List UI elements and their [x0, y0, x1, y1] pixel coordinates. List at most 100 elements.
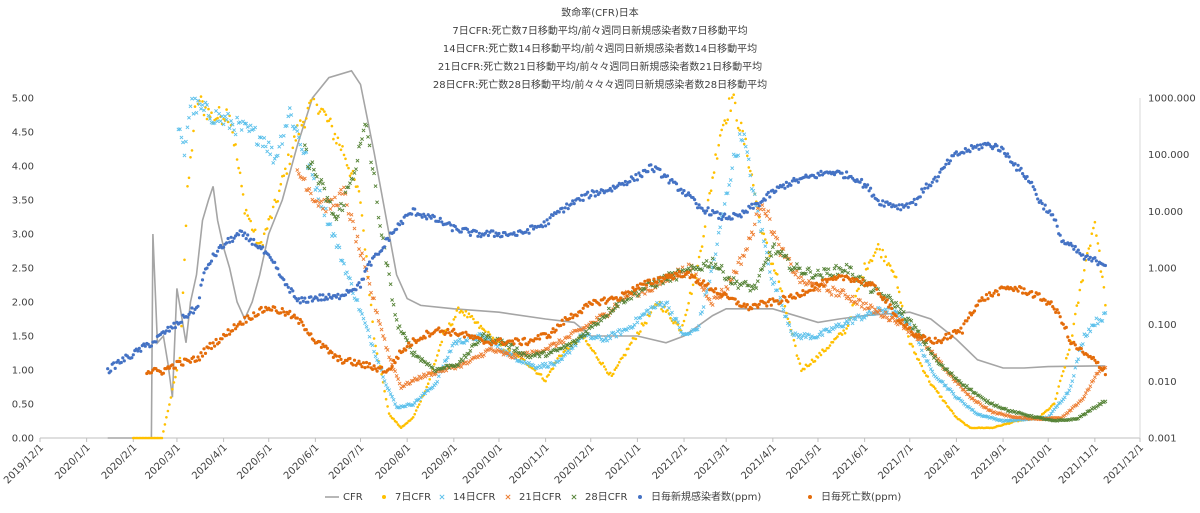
- data-point: [244, 208, 248, 212]
- data-point: [299, 147, 304, 152]
- data-point: [235, 158, 239, 161]
- data-point: [194, 110, 199, 115]
- data-point: [752, 192, 757, 197]
- data-point: [752, 283, 757, 288]
- data-point: [650, 288, 655, 293]
- data-point: [763, 244, 768, 249]
- data-point: [214, 337, 218, 342]
- data-point: [903, 325, 907, 329]
- data-point: [729, 109, 732, 112]
- data-point: [426, 331, 430, 335]
- data-point: [298, 301, 302, 305]
- data-point: [500, 234, 504, 238]
- data-point: [788, 262, 793, 267]
- data-point: [1086, 387, 1091, 392]
- data-point: [858, 274, 863, 279]
- data-point: [878, 248, 881, 251]
- data-point: [1049, 405, 1053, 408]
- data-point: [1025, 175, 1029, 179]
- data-point: [1096, 263, 1100, 267]
- data-point: [727, 97, 731, 100]
- data-point: [372, 349, 376, 354]
- data-point: [1061, 239, 1065, 243]
- data-point: [1019, 286, 1023, 290]
- data-point: [544, 379, 547, 383]
- data-point: [215, 119, 220, 124]
- data-point: [920, 187, 924, 191]
- data-point: [920, 364, 924, 368]
- data-point: [297, 321, 301, 325]
- data-point: [586, 304, 590, 308]
- data-point: [1095, 234, 1098, 237]
- data-point: [1102, 286, 1106, 289]
- data-point: [262, 309, 266, 313]
- data-point: [506, 351, 510, 356]
- data-point: [819, 282, 823, 287]
- data-point: [611, 308, 616, 313]
- data-point: [730, 281, 735, 286]
- data-point: [903, 317, 908, 321]
- data-point: [936, 175, 941, 179]
- data-point: [232, 236, 236, 240]
- data-point: [358, 362, 363, 366]
- data-point: [757, 302, 761, 306]
- data-point: [784, 180, 789, 184]
- data-point: [405, 345, 409, 349]
- y-left-tick-label: 0.50: [12, 400, 34, 411]
- data-point: [824, 349, 827, 353]
- data-point: [355, 283, 360, 287]
- data-point: [593, 194, 597, 198]
- data-point: [797, 333, 802, 337]
- data-point: [419, 213, 423, 217]
- title-line-1: 致命率(CFR)日本: [561, 6, 639, 19]
- data-point: [476, 234, 480, 238]
- data-point: [794, 262, 799, 266]
- data-point: [396, 377, 401, 382]
- data-point: [302, 176, 307, 181]
- data-point: [1068, 408, 1073, 413]
- data-point: [950, 409, 954, 413]
- data-point: [393, 402, 398, 406]
- data-point: [297, 132, 301, 136]
- data-point: [954, 331, 959, 335]
- data-point: [644, 283, 649, 287]
- data-point: [721, 214, 725, 219]
- data-point: [667, 181, 671, 185]
- data-point: [951, 154, 956, 158]
- data-point: [494, 350, 498, 355]
- data-point: [750, 202, 754, 206]
- data-point: [337, 207, 342, 211]
- y-left-tick-label: 4.50: [12, 128, 34, 139]
- data-point: [548, 216, 552, 220]
- data-point: [416, 405, 420, 409]
- data-point: [348, 217, 352, 222]
- data-point: [1007, 155, 1011, 159]
- data-point: [284, 123, 289, 128]
- data-point: [221, 122, 226, 127]
- data-point: [383, 245, 387, 249]
- data-point: [615, 304, 620, 309]
- data-point: [208, 116, 212, 121]
- data-point: [222, 117, 225, 121]
- data-point: [797, 266, 802, 271]
- data-point: [580, 193, 584, 197]
- data-point: [783, 295, 787, 299]
- data-point: [211, 341, 215, 345]
- data-point: [295, 129, 300, 134]
- data-point: [439, 343, 442, 347]
- data-point: [381, 375, 386, 379]
- data-point: [1034, 192, 1038, 196]
- data-point: [630, 325, 635, 330]
- data-point: [566, 207, 570, 211]
- data-point: [536, 334, 540, 338]
- data-point: [137, 346, 141, 350]
- data-point: [689, 263, 694, 268]
- data-point: [879, 255, 883, 259]
- data-point: [319, 199, 324, 204]
- data-point: [572, 338, 577, 343]
- series-6: [145, 269, 1107, 377]
- data-point: [754, 212, 759, 217]
- data-point: [909, 330, 913, 334]
- data-point: [807, 266, 811, 271]
- data-point: [423, 360, 428, 365]
